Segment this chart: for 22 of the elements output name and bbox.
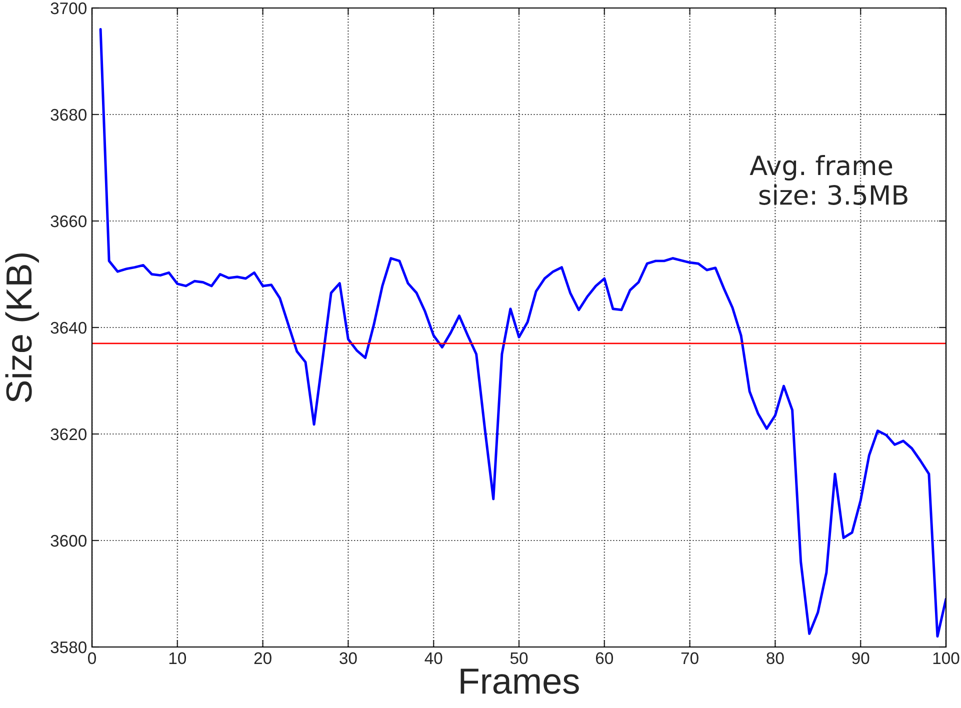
y-tick-label: 3680 — [50, 108, 86, 121]
x-tick-label: 70 — [681, 652, 698, 664]
line-series — [99, 28, 946, 638]
y-tick-label: 3600 — [50, 534, 86, 547]
x-tick-label: 40 — [424, 652, 442, 664]
annotation: Avg. frame size: 3.5MB — [750, 154, 908, 205]
y-tick-label: 3640 — [50, 322, 86, 334]
x-tick-label: 80 — [766, 652, 784, 664]
y-tick-label: 3580 — [50, 641, 86, 654]
y-axis-title: Size (KB) — [5, 253, 39, 402]
x-tick-label: 90 — [852, 652, 870, 664]
y-tick-label: 3620 — [50, 428, 86, 440]
x-tick-label: 60 — [596, 652, 614, 664]
y-tick-label: 3700 — [50, 2, 86, 14]
x-axis-title: Frames — [460, 668, 579, 694]
x-tick-label: 20 — [254, 652, 272, 664]
x-tick-label: 30 — [340, 652, 357, 664]
x-tick-label: 100 — [933, 652, 960, 664]
x-tick-label: 0 — [88, 652, 96, 664]
x-tick-label: 10 — [169, 652, 186, 664]
y-tick-label: 3660 — [50, 215, 86, 228]
x-tick-label: 50 — [510, 652, 528, 664]
